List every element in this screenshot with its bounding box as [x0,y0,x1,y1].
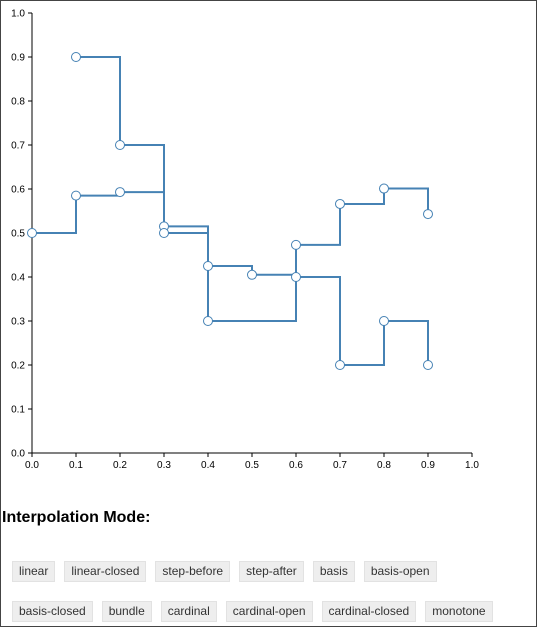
y-tick-label: 0.4 [11,273,25,284]
data-point [291,239,301,250]
y-tick-label: 0.2 [11,361,25,372]
basis-closed-mode-button[interactable]: basis-closed [12,601,93,622]
data-point [247,269,257,280]
step-after-mode-button[interactable]: step-after [239,561,304,582]
y-tick-label: 1.0 [11,9,25,20]
interpolation-mode-row: linear linear-closed step-before step-af… [12,561,437,582]
y-tick-label: 0.6 [11,185,25,196]
data-point [115,187,125,198]
data-point [335,198,345,209]
step-before-mode-button[interactable]: step-before [155,561,231,582]
x-tick-label: 1.0 [465,460,479,471]
interpolation-mode-heading: Interpolation Mode: [2,509,151,526]
data-point [423,209,433,220]
x-tick-label: 0.8 [377,460,391,471]
cardinal-closed-mode-button[interactable]: cardinal-closed [321,601,417,622]
cardinal-open-mode-button[interactable]: cardinal-open [225,601,313,622]
data-point [423,360,433,370]
x-tick-label: 0.3 [157,460,171,471]
data-point [71,52,81,62]
basis-open-mode-button[interactable]: basis-open [363,561,437,582]
cardinal-mode-button[interactable]: cardinal [160,601,217,622]
series-line [32,187,429,276]
data-point [159,228,169,238]
line-chart: 0.0 0.1 0.2 0.3 0.4 0.5 0.6 0.7 0.8 0.9 1.0 0.0 0.1 0… [11,9,479,472]
series-line [76,56,429,366]
x-tick-label: 0.2 [113,460,127,471]
x-tick-label: 0.1 [69,460,83,471]
y-tick-label: 0.8 [11,97,25,108]
y-tick-label: 0.1 [11,405,25,416]
data-point [335,360,345,370]
x-tick-label: 0.7 [333,460,347,471]
data-point [27,228,37,238]
data-point [115,140,125,150]
interpolation-mode-row: basis-closed bundle cardinal cardinal-op… [12,601,493,622]
x-tick-label: 0.0 [25,460,39,471]
y-tick-label: 0.7 [11,141,25,152]
data-point [203,316,213,326]
bundle-mode-button[interactable]: bundle [101,601,152,622]
data-point [203,261,213,271]
y-tick-label: 0.3 [11,317,25,328]
x-tick-label: 0.6 [289,460,303,471]
x-tick-label: 0.5 [245,460,259,471]
data-point [291,272,301,282]
linear-mode-button[interactable]: linear [12,561,56,582]
data-point [71,190,81,201]
x-tick-label: 0.9 [421,460,435,471]
linear-closed-mode-button[interactable]: linear-closed [64,561,147,582]
data-point [379,183,389,194]
y-tick-label: 0.9 [11,53,25,64]
y-tick-label: 0.0 [11,449,25,460]
x-tick-label: 0.4 [201,460,215,471]
data-point [379,316,389,326]
basis-mode-button[interactable]: basis [312,561,355,582]
y-tick-label: 0.5 [11,229,25,240]
monotone-mode-button[interactable]: monotone [425,601,493,622]
